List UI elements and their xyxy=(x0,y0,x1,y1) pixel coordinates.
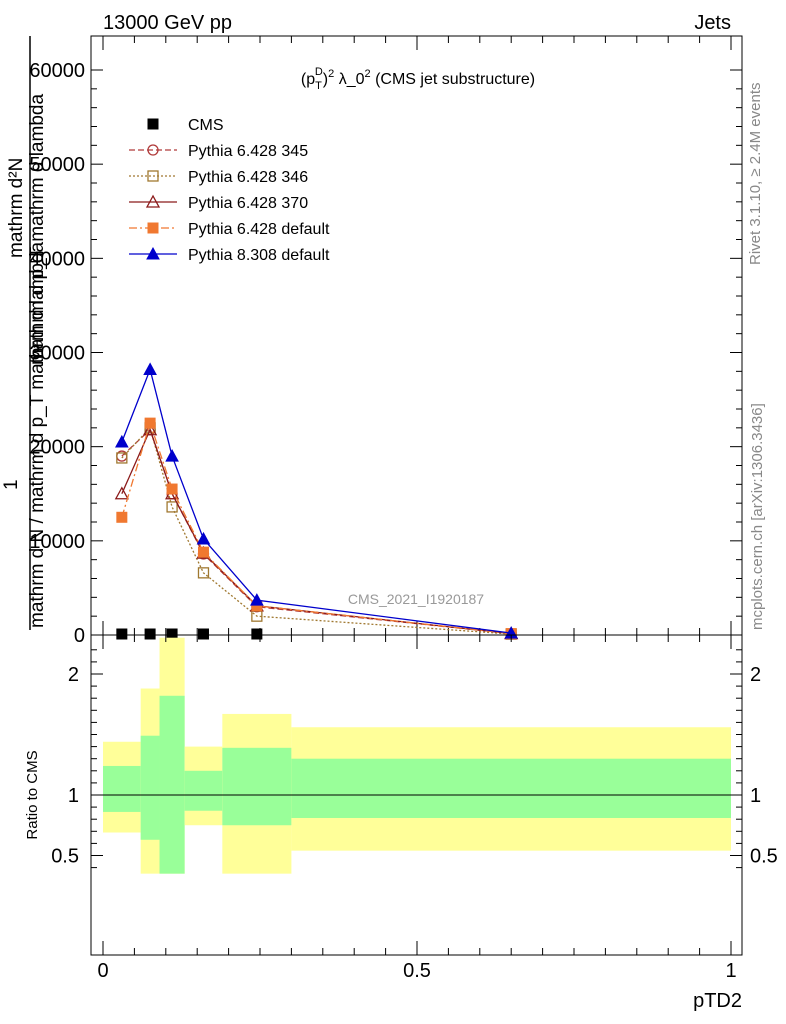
ratio-y-tick-label: 1 xyxy=(68,785,79,807)
series-marker xyxy=(145,194,161,208)
main-y-tick-label: 50000 xyxy=(29,154,85,176)
legend-label: Pythia 6.428 default xyxy=(188,221,330,238)
ratio-y-tick-label-right: 2 xyxy=(750,664,761,686)
ratio-y-tick-label: 2 xyxy=(68,664,79,686)
legend-label: Pythia 8.308 default xyxy=(188,247,330,264)
main-x-ticks xyxy=(102,36,732,635)
series-marker xyxy=(114,486,129,500)
main-y-tick-label: 30000 xyxy=(29,343,85,365)
series-marker xyxy=(166,483,178,495)
ratio-band-green xyxy=(291,758,731,818)
x-tick-label: 0.5 xyxy=(403,960,431,982)
ratio-y-axis-label: Ratio to CMS xyxy=(24,750,41,839)
ratio-bands xyxy=(103,637,731,874)
main-y-axis-label: mathrm d²N mathrm d p_T mathrm d lambda … xyxy=(1,36,48,630)
series-marker xyxy=(146,246,160,260)
main-y-tick-label: 10000 xyxy=(29,531,85,553)
series-marker xyxy=(197,546,209,558)
ratio-band-green xyxy=(184,770,223,811)
watermark: CMS_2021_I1920187 xyxy=(348,591,484,607)
legend: CMS Pythia 6.428 345 Pythia 6.428 346 Pythi… xyxy=(129,117,330,264)
main-series xyxy=(114,362,519,640)
legend-entry: Pythia 6.428 346 xyxy=(129,169,308,186)
series-marker xyxy=(166,501,178,513)
series-marker xyxy=(165,449,179,462)
legend-label: Pythia 6.428 346 xyxy=(188,169,308,186)
x-tick-label: 1 xyxy=(725,960,736,982)
series-marker xyxy=(251,628,263,640)
title-sup-2b: 2 xyxy=(365,68,371,80)
ratio-x-ticks: 0 0.5 1 xyxy=(97,635,737,982)
y-label-line3: mathrm d N / mathrm d p_T mathrm d lambd… xyxy=(27,241,48,628)
ratio-band-green xyxy=(103,765,141,812)
ratio-y-tick-label-right: 0.5 xyxy=(750,846,778,868)
series-marker xyxy=(116,628,128,640)
series-marker xyxy=(116,511,128,523)
main-y-ticks: 0 10000 20000 30000 40000 50000 60000 xyxy=(29,60,742,647)
mcplots-label: mcplots.cern.ch [arXiv:1306.3436] xyxy=(749,403,766,630)
main-y-tick-label: 20000 xyxy=(29,437,85,459)
x-tick-label: 0 xyxy=(97,960,108,982)
title-pt: (p xyxy=(301,71,315,88)
series-marker xyxy=(197,628,209,640)
series-marker xyxy=(114,434,129,448)
plot-title: (pTD)2 λ_02 (CMS jet substructure) xyxy=(301,66,535,92)
ratio-band-green xyxy=(159,695,185,874)
series-marker xyxy=(144,628,156,640)
main-y-tick-label: 0 xyxy=(74,625,85,647)
series-marker xyxy=(116,452,128,464)
main-y-tick-label: 40000 xyxy=(29,248,85,270)
series-marker xyxy=(147,222,159,234)
series-4 xyxy=(116,417,517,640)
y-label-line1: mathrm d²N xyxy=(6,158,27,258)
ratio-y-tick-label: 0.5 xyxy=(51,846,79,868)
series-marker xyxy=(166,628,178,640)
series-marker xyxy=(250,593,264,606)
series-0 xyxy=(116,628,263,640)
title-rest3: (CMS jet substructure) xyxy=(371,71,535,88)
title-sup-D: D xyxy=(315,66,323,78)
series-marker xyxy=(143,422,158,436)
legend-entry: Pythia 6.428 370 xyxy=(129,194,308,212)
ratio-y-ticks: 0.5 0.5 1 1 2 2 xyxy=(51,649,778,869)
header-jets: Jets xyxy=(694,12,731,34)
series-marker xyxy=(197,567,210,579)
series-marker xyxy=(196,531,211,545)
legend-entry: Pythia 8.308 default xyxy=(129,246,330,264)
legend-label: Pythia 6.428 345 xyxy=(188,143,308,160)
series-line xyxy=(121,367,512,634)
series-marker xyxy=(144,417,156,429)
main-y-tick-label: 60000 xyxy=(29,60,85,82)
y-label-line2: mathrm d p_T mathrm d lambda xyxy=(27,94,48,365)
title-rest1: ) xyxy=(323,71,328,88)
title-sup-2: 2 xyxy=(328,68,334,80)
series-line xyxy=(121,420,512,635)
series-marker xyxy=(143,362,157,375)
legend-label: CMS xyxy=(188,117,224,134)
legend-label: Pythia 6.428 370 xyxy=(188,195,308,212)
header-energy: 13000 GeV pp xyxy=(103,12,232,34)
series-marker xyxy=(147,118,159,130)
x-axis-label: pTD2 xyxy=(693,990,742,1012)
series-marker xyxy=(147,170,159,182)
title-rest2: λ_0 xyxy=(334,71,364,88)
rivet-label: Rivet 3.1.10, ≥ 2.4M events xyxy=(747,83,764,266)
ratio-band-green xyxy=(222,747,292,826)
legend-entry: Pythia 6.428 default xyxy=(129,221,330,238)
legend-entry: Pythia 6.428 345 xyxy=(129,143,308,160)
ratio-y-tick-label-right: 1 xyxy=(750,785,761,807)
ratio-band-green xyxy=(140,735,160,840)
legend-entry: CMS xyxy=(147,117,224,134)
title-sub-T: T xyxy=(315,80,322,92)
ratio-plot: 0.5 0.51 12 2 0 0.5 1 xyxy=(51,634,778,982)
y-label-prefix: 1 xyxy=(1,479,22,490)
series-marker xyxy=(147,144,159,156)
